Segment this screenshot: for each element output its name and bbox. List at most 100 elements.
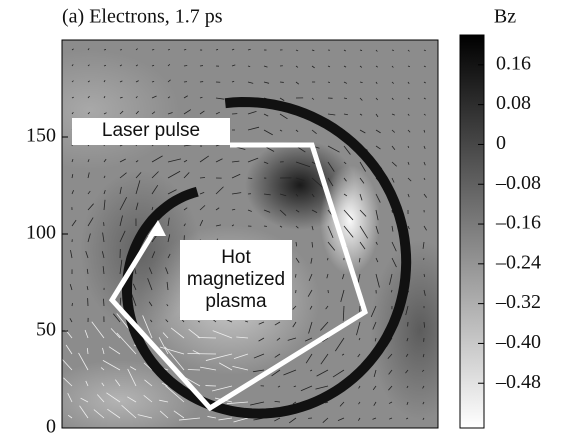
- field-vector: [103, 199, 106, 211]
- field-vector: [407, 177, 412, 182]
- field-vector: [215, 158, 223, 163]
- field-vector: [199, 219, 204, 227]
- field-vector: [135, 180, 141, 195]
- field-vector: [199, 177, 206, 179]
- field-vector: [106, 392, 121, 403]
- field-vector: [279, 209, 287, 216]
- field-vector: [71, 64, 74, 67]
- field-vector: [287, 337, 297, 341]
- field-vector: [322, 417, 329, 423]
- field-vector: [143, 362, 153, 371]
- field-vector: [215, 97, 225, 100]
- annotation: Laser pulse: [102, 120, 200, 141]
- field-vector: [295, 257, 300, 263]
- field-vector: [340, 289, 345, 302]
- field-vector: [295, 177, 305, 181]
- field-vector: [342, 305, 345, 321]
- field-vector: [67, 414, 73, 419]
- field-vector: [159, 399, 169, 403]
- field-vector: [188, 328, 201, 339]
- field-vector: [79, 405, 89, 419]
- field-vector: [405, 305, 409, 316]
- field-vector: [279, 113, 288, 120]
- field-vector: [247, 209, 252, 212]
- field-vector: [258, 337, 265, 342]
- field-vector: [167, 112, 173, 115]
- field-vector: [358, 401, 361, 405]
- field-vector: [93, 409, 105, 419]
- field-vector: [183, 65, 188, 67]
- field-vector: [103, 49, 107, 51]
- field-vector: [170, 327, 185, 339]
- field-vector: [308, 321, 313, 334]
- field-vector: [103, 95, 106, 99]
- y-tick-label: 0: [46, 416, 56, 438]
- field-vector: [274, 400, 281, 403]
- field-vector: [131, 294, 137, 307]
- field-vector: [325, 401, 329, 404]
- field-vector: [407, 225, 410, 230]
- field-vector: [87, 48, 90, 51]
- field-vector: [231, 48, 235, 51]
- field-vector: [423, 177, 426, 181]
- field-vector: [70, 249, 73, 259]
- field-vector: [388, 385, 393, 391]
- field-vector: [423, 49, 427, 52]
- field-vector: [135, 96, 138, 99]
- y-tick-label: 150: [26, 125, 56, 147]
- field-vector: [71, 303, 73, 307]
- field-vector: [151, 80, 155, 83]
- field-vector: [327, 161, 335, 172]
- field-vector: [391, 129, 395, 133]
- field-vector: [119, 215, 123, 227]
- field-vector: [406, 385, 409, 389]
- field-vector: [199, 192, 205, 195]
- field-vector: [279, 225, 283, 228]
- field-vector: [341, 353, 345, 356]
- field-vector: [218, 362, 233, 371]
- field-vector: [86, 348, 89, 355]
- field-vector: [167, 189, 177, 195]
- field-vector: [423, 161, 426, 166]
- field-vector: [167, 158, 182, 163]
- field-vector: [167, 217, 170, 227]
- field-vector: [167, 253, 171, 259]
- field-vector: [277, 385, 281, 388]
- field-vector: [405, 369, 409, 374]
- laser-path: [108, 142, 368, 412]
- field-vector: [295, 161, 311, 168]
- field-vector: [279, 129, 283, 132]
- field-vector: [67, 393, 73, 403]
- field-vector: [215, 207, 220, 211]
- field-vector: [102, 347, 105, 355]
- field-vector: [325, 305, 329, 310]
- field-vector: [162, 382, 169, 387]
- field-vector: [183, 223, 186, 227]
- field-vector: [375, 97, 379, 101]
- field-vector: [423, 225, 427, 231]
- field-vector: [388, 401, 393, 404]
- field-vector: [199, 110, 205, 115]
- field-vector: [374, 337, 377, 342]
- field-vector: [373, 401, 377, 406]
- field-vector: [334, 337, 345, 352]
- field-vector: [100, 367, 105, 371]
- field-vector: [407, 65, 411, 68]
- field-vector: [423, 113, 426, 116]
- field-vector: [295, 129, 299, 132]
- field-vector: [359, 177, 365, 184]
- field-vector: [295, 273, 297, 278]
- field-vector: [337, 417, 345, 422]
- field-vector: [71, 219, 77, 227]
- field-vector: [164, 346, 185, 371]
- field-vector: [247, 177, 253, 179]
- field-vector: [356, 321, 361, 336]
- field-vector: [71, 111, 74, 115]
- field-vector: [391, 65, 394, 68]
- field-vector: [162, 332, 169, 339]
- field-vector: [370, 305, 377, 318]
- field-vector: [218, 417, 233, 421]
- field-vector: [311, 97, 315, 100]
- field-vector: [135, 48, 138, 51]
- field-vector: [373, 369, 377, 378]
